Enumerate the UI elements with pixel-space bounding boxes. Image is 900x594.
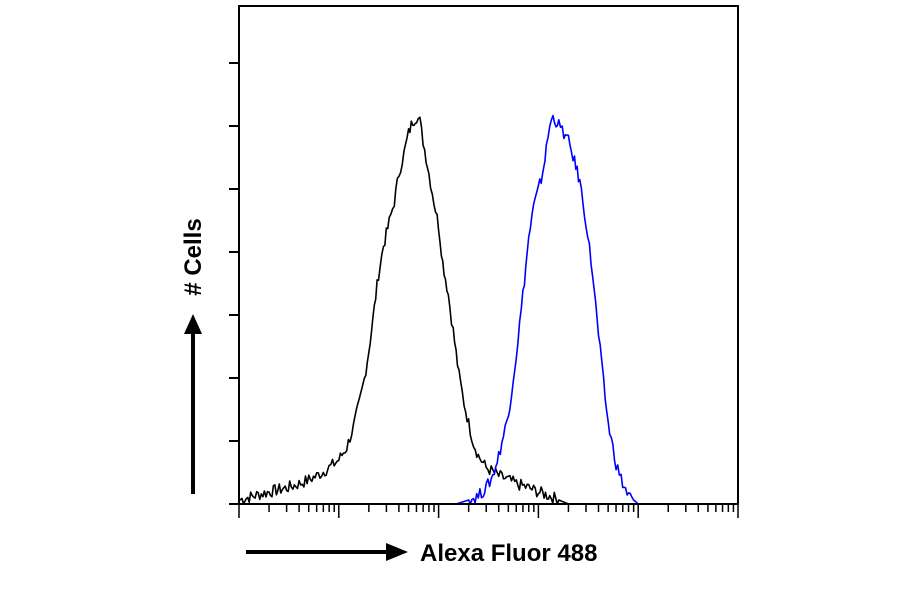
y-axis-arrow [184, 314, 202, 494]
y-axis-label: # Cells [180, 218, 207, 295]
control-histogram-line [238, 116, 569, 505]
y-axis-ticks [229, 62, 239, 505]
series-layer [238, 114, 639, 505]
x-axis-label: Alexa Fluor 488 [420, 540, 597, 567]
stained-histogram-line [455, 114, 639, 505]
x-axis-arrow [246, 543, 408, 561]
x-axis-ticks [238, 504, 739, 518]
plot-frame [238, 5, 739, 505]
